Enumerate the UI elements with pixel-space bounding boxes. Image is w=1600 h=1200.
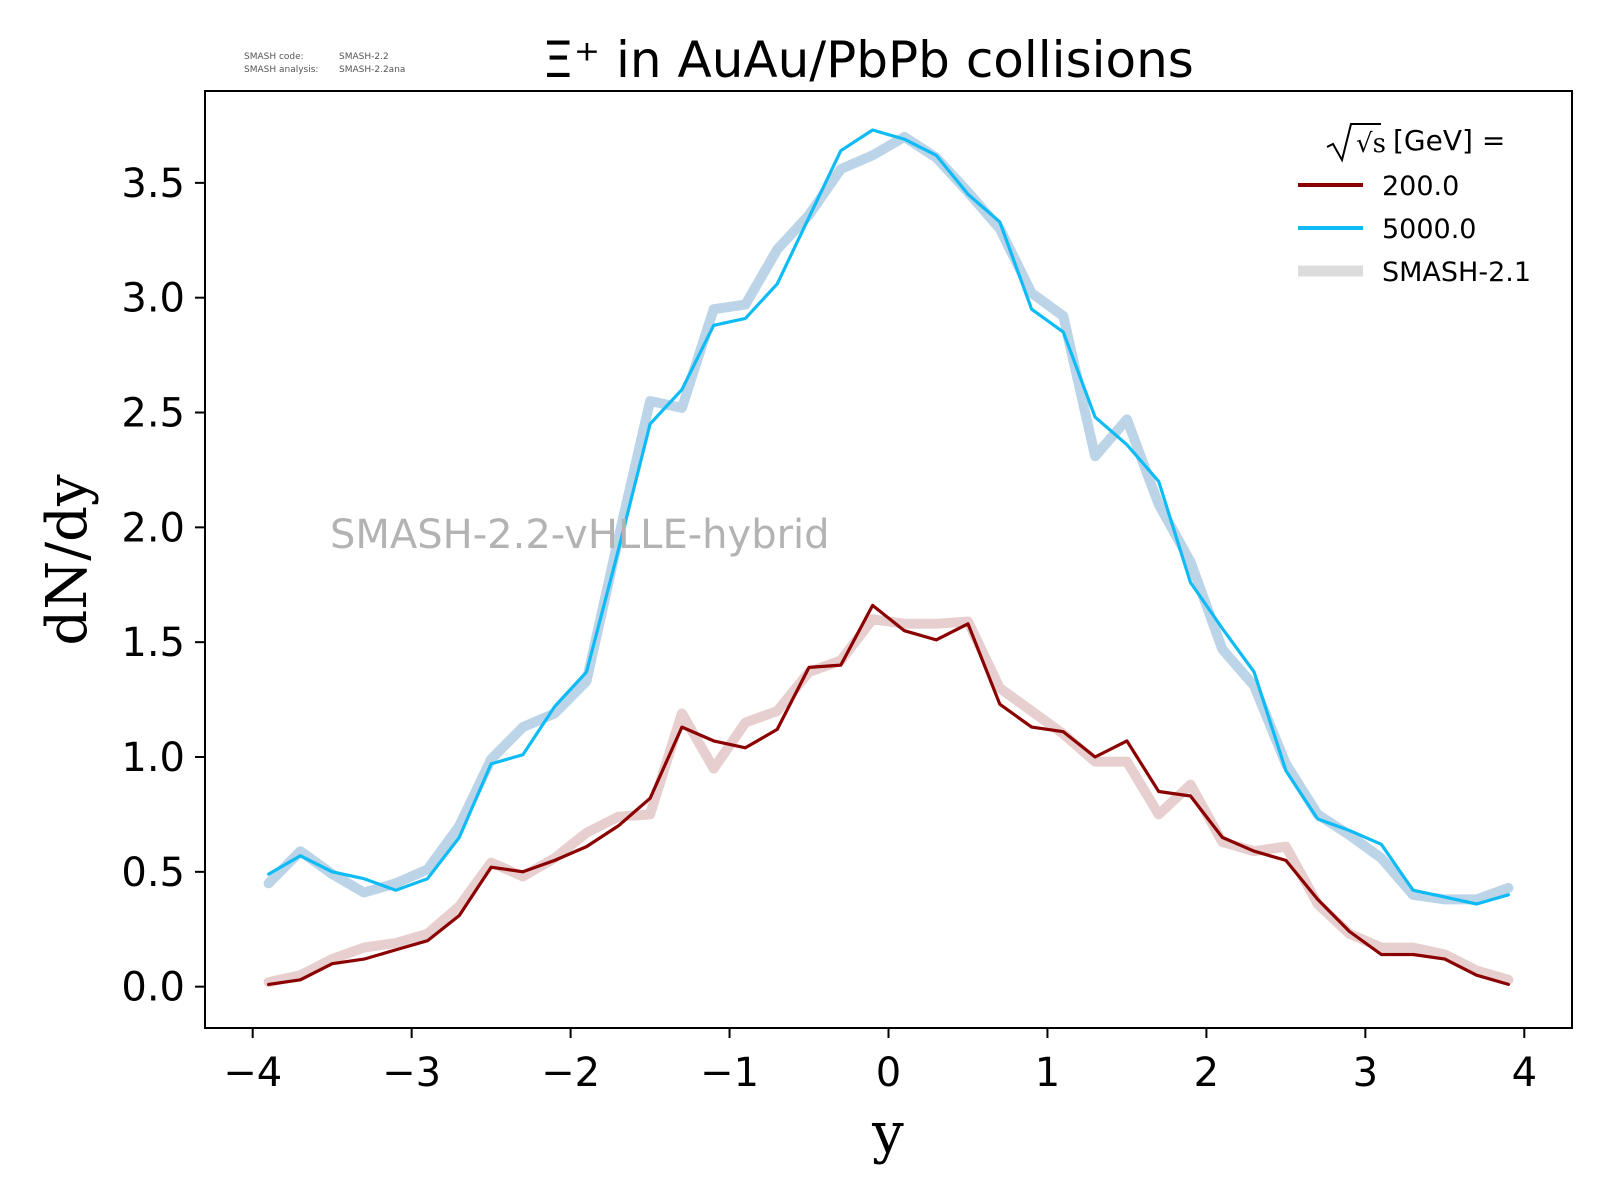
y-tick-label: 2.5 (121, 391, 185, 437)
plot-area: SMASH-2.2-vHLLE-hybrid −4 −3 −2 −1 0 1 2 3 4 0.0… (121, 90, 1573, 1096)
legend-title-suffix: [GeV] = (1393, 124, 1505, 157)
legend-title-prefix: √s (1356, 129, 1386, 159)
series-5000-line (267, 128, 1511, 906)
x-tick-label: −3 (382, 1050, 441, 1096)
chart-title: Ξ⁺ in AuAu/PbPb collisions (542, 31, 1194, 89)
y-tick-label: 0.5 (121, 850, 185, 896)
legend: √s [GeV] = 200.0 5000.0 SMASH-2.1 (1298, 123, 1531, 288)
y-tick-label: 1.0 (121, 735, 185, 781)
legend-entry-200: 200.0 (1298, 171, 1459, 202)
y-tick-label: 0.0 (121, 965, 185, 1011)
x-tick-label: 0 (876, 1050, 901, 1096)
x-tick-label: −2 (541, 1050, 600, 1096)
legend-title: √s [GeV] = (1326, 123, 1505, 163)
x-axis-ticks: −4 −3 −2 −1 0 1 2 3 4 (223, 1028, 1537, 1096)
y-tick-label: 3.5 (121, 161, 185, 207)
x-tick-label: −4 (223, 1050, 282, 1096)
x-tick-label: −1 (700, 1050, 759, 1096)
y-axis-label: dN/dy (35, 474, 100, 646)
y-axis-ticks: 0.0 0.5 1.0 1.5 2.0 2.5 3.0 3.5 (121, 161, 205, 1011)
series-layer (263, 128, 1514, 988)
legend-label-200: 200.0 (1382, 171, 1459, 202)
y-tick-label: 1.5 (121, 620, 185, 666)
legend-label-5000: 5000.0 (1382, 214, 1476, 245)
x-tick-label: 1 (1035, 1050, 1060, 1096)
analysis-label: SMASH analysis: (244, 65, 318, 75)
series-smash21-5000-line (263, 131, 1514, 905)
sqrt-sign-icon (1326, 123, 1381, 163)
x-tick-label: 2 (1194, 1050, 1219, 1096)
y-tick-label: 2.0 (121, 505, 185, 551)
series-smash21-200-line (263, 614, 1514, 988)
legend-label-smash21: SMASH-2.1 (1382, 257, 1531, 288)
analysis-value: SMASH-2.2ana (339, 65, 405, 75)
series-200-line (267, 603, 1511, 987)
code-value: SMASH-2.2 (339, 52, 389, 62)
code-label: SMASH code: (244, 52, 304, 62)
x-axis-label: y (871, 1101, 904, 1166)
y-tick-label: 3.0 (121, 276, 185, 322)
x-tick-label: 3 (1353, 1050, 1378, 1096)
code-info: SMASH code: SMASH-2.2 SMASH analysis: SM… (244, 52, 405, 75)
x-tick-label: 4 (1512, 1050, 1537, 1096)
watermark: SMASH-2.2-vHLLE-hybrid (330, 512, 830, 558)
legend-entry-5000: 5000.0 (1298, 214, 1476, 245)
legend-entry-smash21: SMASH-2.1 (1298, 257, 1531, 288)
